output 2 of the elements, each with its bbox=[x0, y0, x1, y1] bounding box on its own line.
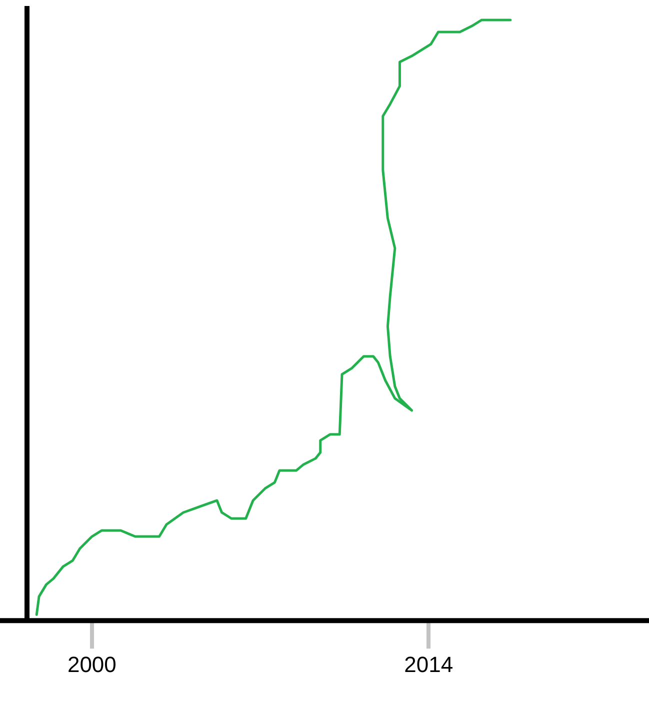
x-tick-label: 2000 bbox=[67, 652, 116, 677]
x-tick-label: 2014 bbox=[404, 652, 454, 677]
